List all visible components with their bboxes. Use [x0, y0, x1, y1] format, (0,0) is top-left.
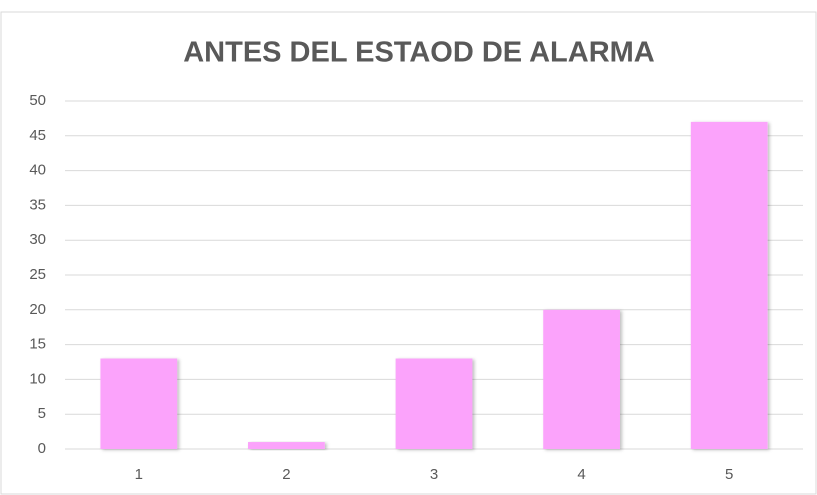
- x-tick-label: 3: [430, 466, 438, 483]
- y-tick-label: 35: [29, 196, 46, 213]
- chart-title: ANTES DEL ESTAOD DE ALARMA: [183, 37, 655, 69]
- bar: [395, 358, 473, 449]
- y-tick-label: 15: [29, 336, 46, 353]
- y-tick-label: 5: [38, 405, 46, 422]
- y-tick-label: 40: [29, 162, 46, 179]
- x-tick-label: 2: [282, 466, 290, 483]
- y-tick-label: 50: [29, 92, 46, 109]
- bar: [100, 358, 178, 449]
- bar: [248, 442, 325, 449]
- y-tick-label: 30: [29, 231, 46, 248]
- bar: [543, 309, 620, 449]
- bar: [690, 121, 768, 449]
- y-tick-label: 0: [38, 440, 46, 457]
- y-tick-label: 10: [29, 370, 46, 387]
- y-tick-label: 25: [29, 266, 46, 283]
- x-tick-label: 1: [135, 466, 143, 483]
- x-tick-label: 4: [577, 466, 585, 483]
- y-tick-label: 45: [29, 127, 46, 144]
- x-tick-label: 5: [725, 466, 733, 483]
- y-tick-label: 20: [29, 301, 46, 318]
